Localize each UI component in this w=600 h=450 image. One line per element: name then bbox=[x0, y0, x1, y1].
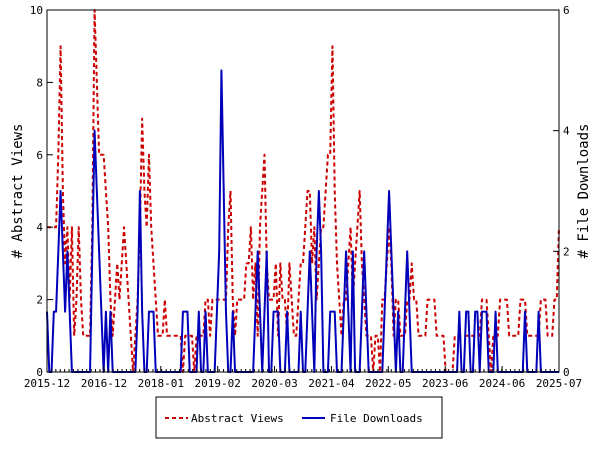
y-left-tick-label: 4 bbox=[36, 221, 43, 234]
x-tick-label: 2016-12 bbox=[81, 377, 127, 390]
y-axis-left-title: # Abstract Views bbox=[10, 124, 26, 259]
y-right-tick-label: 6 bbox=[563, 4, 570, 17]
x-tick-label: 2024-06 bbox=[479, 377, 525, 390]
y-left-tick-label: 6 bbox=[36, 149, 43, 162]
y-axis-right-title: # File Downloads bbox=[576, 124, 592, 259]
legend-label-abstract-views: Abstract Views bbox=[191, 412, 284, 425]
legend: Abstract Views File Downloads bbox=[155, 396, 443, 439]
y-axis-right: 0 2 4 6 bbox=[553, 4, 570, 379]
x-minor-ticks bbox=[46, 369, 560, 372]
legend-box bbox=[155, 396, 443, 439]
y-right-tick-label: 2 bbox=[563, 245, 570, 258]
x-tick-label: 2022-05 bbox=[365, 377, 411, 390]
y-right-tick-label: 0 bbox=[563, 366, 570, 379]
y-right-tick-label: 4 bbox=[563, 125, 570, 138]
x-tick-label: 2021-04 bbox=[308, 377, 355, 390]
y-left-tick-label: 0 bbox=[36, 366, 43, 379]
x-tick-label: 2020-03 bbox=[251, 377, 297, 390]
x-tick-label: 2023-06 bbox=[422, 377, 468, 390]
x-tick-label: 2025-07 bbox=[536, 377, 582, 390]
legend-label-file-downloads: File Downloads bbox=[330, 412, 423, 425]
y-axis-left: 0 2 4 6 8 10 bbox=[30, 4, 53, 379]
y-left-tick-label: 10 bbox=[30, 4, 43, 17]
x-tick-label: 2019-02 bbox=[194, 377, 240, 390]
x-tick-label: 2015-12 bbox=[24, 377, 70, 390]
x-axis: 2015-12 2016-12 2018-01 2019-02 2020-03 2021-… bbox=[24, 366, 582, 390]
x-tick-label: 2018-01 bbox=[138, 377, 184, 390]
y-left-tick-label: 2 bbox=[36, 294, 43, 307]
y-left-tick-label: 8 bbox=[36, 76, 43, 89]
